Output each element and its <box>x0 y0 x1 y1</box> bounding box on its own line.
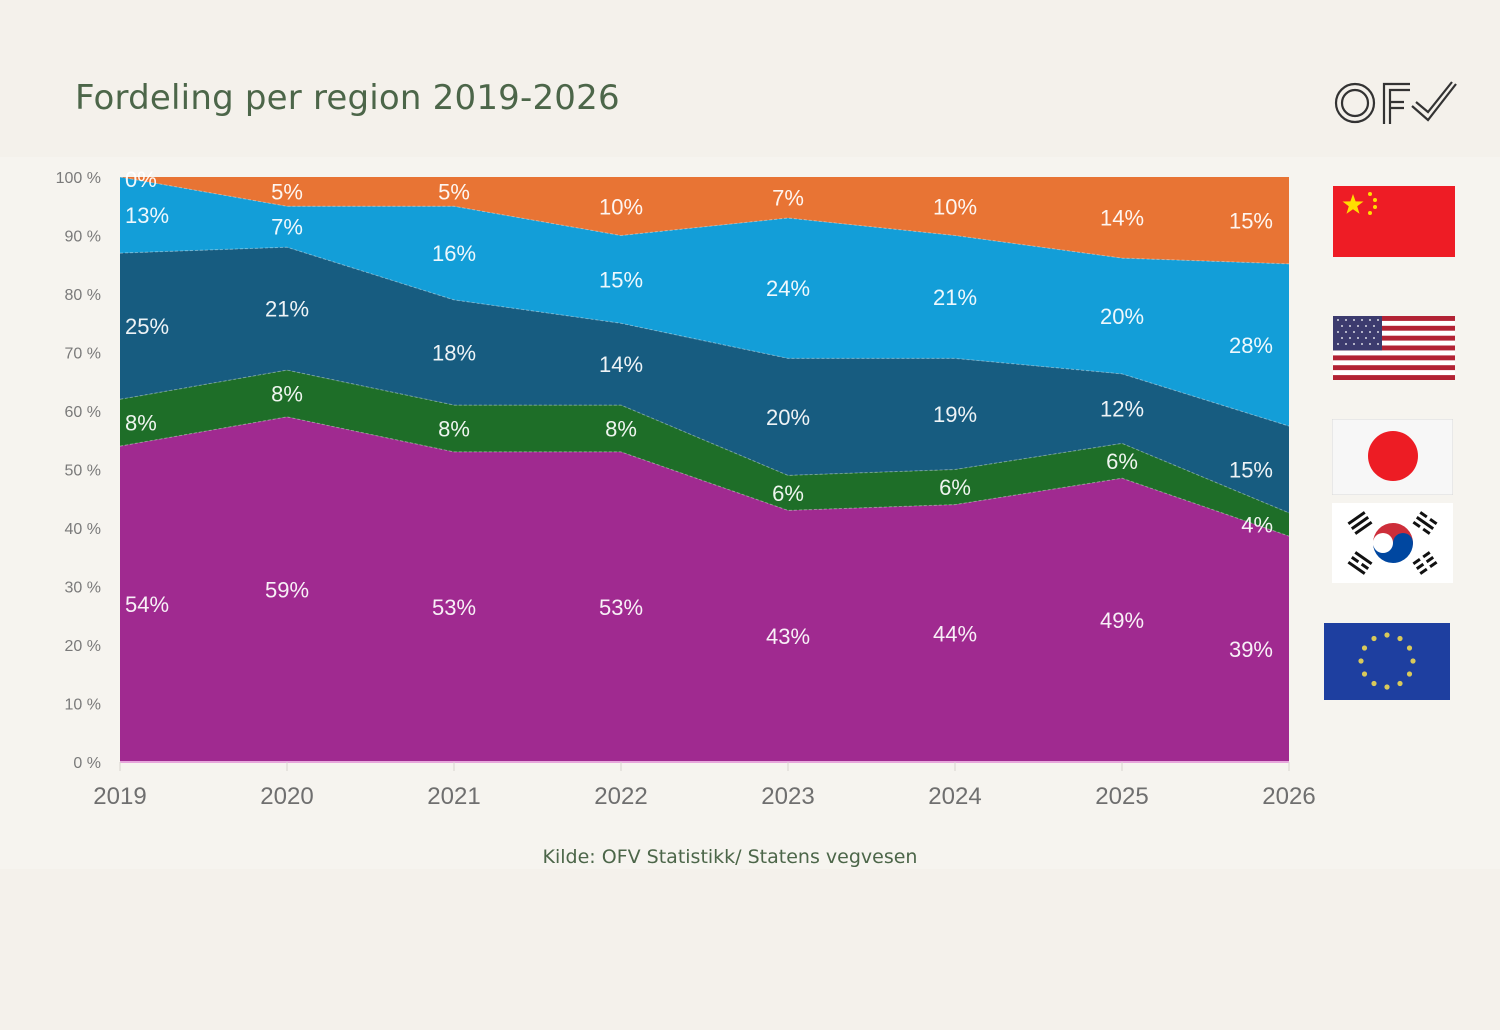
data-label: 14% <box>1100 206 1144 231</box>
y-tick-label: 70 % <box>65 346 101 363</box>
data-label: 44% <box>933 621 977 646</box>
data-label: 49% <box>1100 608 1144 633</box>
data-label: 16% <box>432 241 476 266</box>
x-tick-label: 2024 <box>928 783 981 810</box>
data-label: 59% <box>265 577 309 602</box>
area-china <box>120 177 1289 264</box>
y-tick-label: 10 % <box>65 697 101 714</box>
data-label: 8% <box>438 417 470 442</box>
data-label: 15% <box>1229 458 1273 483</box>
data-label: 8% <box>125 411 157 436</box>
eu-star-icon <box>1406 671 1413 677</box>
eu-star-icon <box>1361 671 1368 677</box>
eu-star-icon <box>1358 658 1364 664</box>
data-label: 21% <box>265 297 309 322</box>
header-band <box>0 0 1500 157</box>
area-south-korea <box>120 370 1289 537</box>
eu-star-icon <box>1361 645 1368 651</box>
y-tick-label: 50 % <box>65 463 101 480</box>
eu-star-icon <box>1410 658 1416 664</box>
data-label: 54% <box>125 592 169 617</box>
data-label: 28% <box>1229 333 1273 358</box>
data-label: 8% <box>271 381 303 406</box>
eu-star-icon <box>1371 635 1377 642</box>
data-label: 4% <box>1241 513 1273 538</box>
x-tick-label: 2022 <box>594 783 647 810</box>
data-label: 21% <box>933 285 977 310</box>
y-tick-label: 100 % <box>56 170 101 187</box>
data-label: 18% <box>432 341 476 366</box>
y-tick-label: 90 % <box>65 229 101 246</box>
eu-star-icon <box>1406 645 1413 651</box>
x-tick-label: 2025 <box>1095 783 1148 810</box>
series-boundary <box>119 246 1290 427</box>
data-label: 5% <box>438 180 470 205</box>
eu-flag-icon <box>1324 623 1450 700</box>
data-label: 14% <box>599 352 643 377</box>
eu-star-icon <box>1371 680 1377 687</box>
data-label: 53% <box>599 595 643 620</box>
data-label: 10% <box>933 194 977 219</box>
series-boundary <box>119 416 1290 537</box>
data-label: 6% <box>772 481 804 506</box>
data-label: 43% <box>766 624 810 649</box>
y-tick-label: 60 % <box>65 404 101 421</box>
data-label: 7% <box>772 185 804 210</box>
x-tick-label: 2019 <box>93 783 146 810</box>
series-boundary <box>119 176 1290 265</box>
y-tick-label: 30 % <box>65 580 101 597</box>
x-tick-label: 2026 <box>1262 783 1315 810</box>
data-label: 8% <box>605 417 637 442</box>
data-label: 15% <box>1229 208 1273 233</box>
series-boundary <box>119 369 1290 514</box>
eu-star-icon <box>1384 684 1390 690</box>
data-label: 7% <box>271 215 303 240</box>
data-label: 24% <box>766 276 810 301</box>
data-label: 13% <box>125 203 169 228</box>
south-korea-flag-icon <box>1332 503 1453 583</box>
data-label: 25% <box>125 314 169 339</box>
data-label: 6% <box>939 475 971 500</box>
area-japan <box>120 247 1289 513</box>
china-flag-icon <box>1333 186 1455 257</box>
data-label: 6% <box>1106 449 1138 474</box>
source-caption: Kilde: OFV Statistikk/ Statens vegvesen <box>542 846 918 868</box>
y-tick-label: 80 % <box>65 287 101 304</box>
data-label: 15% <box>599 267 643 292</box>
data-label: 10% <box>599 194 643 219</box>
data-label: 12% <box>1100 397 1144 422</box>
eu-star-icon <box>1397 680 1403 687</box>
area-europe <box>120 416 1289 762</box>
x-tick-label: 2021 <box>427 783 480 810</box>
japan-flag-icon <box>1332 419 1453 495</box>
eu-star-icon <box>1384 632 1390 638</box>
ofv-logo-icon <box>1334 81 1457 124</box>
usa-flag-icon <box>1333 316 1455 380</box>
data-label: 19% <box>933 402 977 427</box>
area-usa <box>120 177 1289 427</box>
y-tick-label: 40 % <box>65 521 101 538</box>
data-label: 5% <box>271 180 303 205</box>
chart-title: Fordeling per region 2019-2026 <box>75 78 620 118</box>
data-label: 20% <box>766 405 810 430</box>
y-tick-label: 0 % <box>73 755 101 772</box>
x-tick-label: 2023 <box>761 783 814 810</box>
data-label: 39% <box>1229 637 1273 662</box>
data-label: 53% <box>432 595 476 620</box>
eu-star-icon <box>1397 635 1403 642</box>
x-tick-label: 2020 <box>260 783 313 810</box>
data-label: 20% <box>1100 304 1144 329</box>
data-label: 0% <box>125 167 157 192</box>
y-tick-label: 20 % <box>65 638 101 655</box>
